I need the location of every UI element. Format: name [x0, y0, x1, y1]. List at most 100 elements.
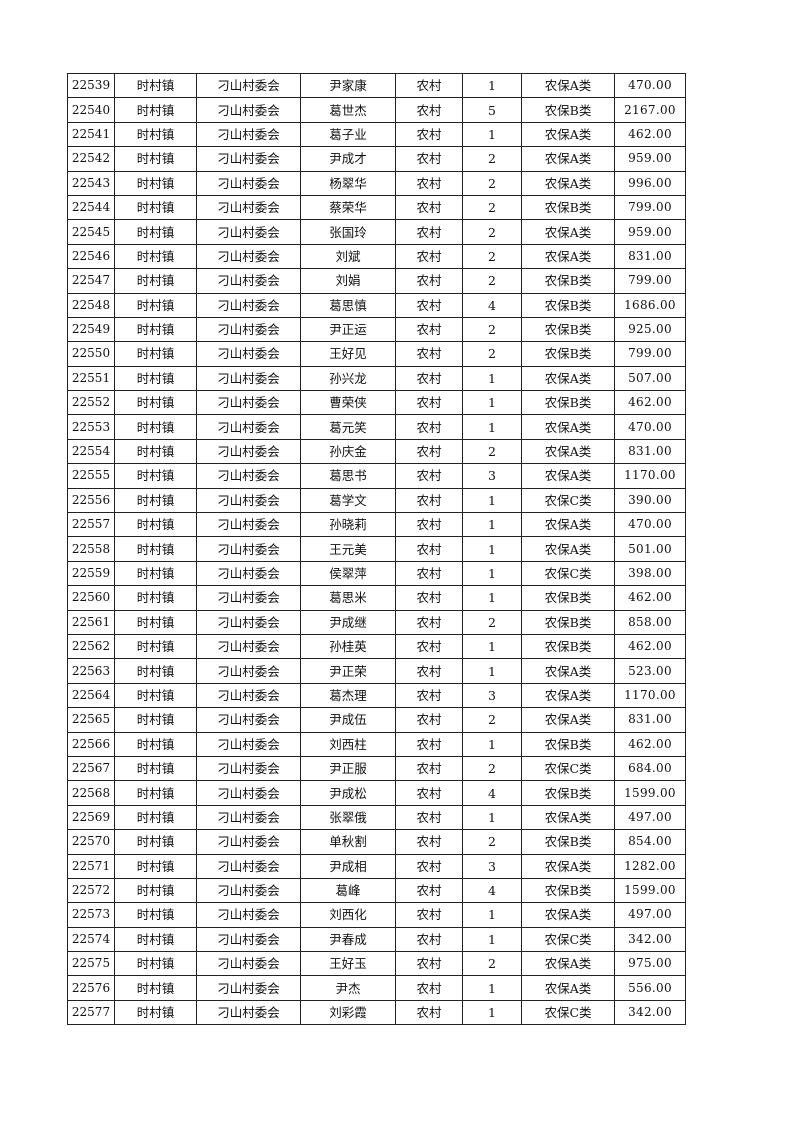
- town-cell: 时村镇: [114, 536, 197, 562]
- town-cell: 时村镇: [114, 560, 197, 587]
- town-cell: 时村镇: [114, 658, 197, 684]
- record-id-cell: 22569: [67, 804, 115, 831]
- person-name-cell: 刘西柱: [300, 731, 396, 757]
- village-committee-cell: 刁山村委会: [196, 438, 301, 465]
- household-count-cell: 1: [462, 975, 522, 1001]
- residence-type-cell: 农村: [395, 731, 463, 757]
- insurance-category-cell: 农保A类: [521, 146, 615, 172]
- residence-type-cell: 农村: [395, 438, 463, 465]
- amount-cell: 470.00: [614, 414, 686, 440]
- amount-cell: 342.00: [614, 926, 686, 953]
- insurance-category-cell: 农保C类: [521, 560, 615, 587]
- record-id-cell: 22574: [67, 926, 115, 953]
- residence-type-cell: 农村: [395, 121, 463, 148]
- village-committee-cell: 刁山村委会: [196, 512, 301, 538]
- village-committee-cell: 刁山村委会: [196, 999, 301, 1026]
- table-row: 22541 时村镇 刁山村委会 葛子业 农村 1 农保A类 462.00: [67, 121, 686, 148]
- table-row: 22575 时村镇 刁山村委会 王好玉 农村 2 农保A类 975.00: [67, 951, 686, 977]
- table-row: 22560 时村镇 刁山村委会 葛思米 农村 1 农保B类 462.00: [67, 585, 686, 611]
- residence-type-cell: 农村: [395, 97, 463, 123]
- residence-type-cell: 农村: [395, 390, 463, 416]
- record-id-cell: 22557: [67, 512, 115, 538]
- table-row: 22556 时村镇 刁山村委会 葛学文 农村 1 农保C类 390.00: [67, 487, 686, 514]
- person-name-cell: 尹成松: [300, 780, 396, 806]
- insurance-category-cell: 农保B类: [521, 390, 615, 416]
- table-row: 22543 时村镇 刁山村委会 杨翠华 农村 2 农保A类 996.00: [67, 170, 686, 196]
- village-committee-cell: 刁山村委会: [196, 682, 301, 709]
- table-row: 22552 时村镇 刁山村委会 曹荣侠 农村 1 农保B类 462.00: [67, 390, 686, 416]
- record-id-cell: 22553: [67, 414, 115, 440]
- household-count-cell: 1: [462, 365, 522, 392]
- household-count-cell: 3: [462, 463, 522, 489]
- village-committee-cell: 刁山村委会: [196, 316, 301, 343]
- village-committee-cell: 刁山村委会: [196, 902, 301, 928]
- table-row: 22546 时村镇 刁山村委会 刘斌 农村 2 农保A类 831.00: [67, 243, 686, 270]
- record-id-cell: 22565: [67, 707, 115, 733]
- amount-cell: 1282.00: [614, 853, 686, 879]
- record-id-cell: 22564: [67, 682, 115, 709]
- household-count-cell: 2: [462, 755, 522, 782]
- amount-cell: 831.00: [614, 243, 686, 270]
- household-count-cell: 4: [462, 877, 522, 904]
- amount-cell: 462.00: [614, 633, 686, 660]
- amount-cell: 462.00: [614, 121, 686, 148]
- insurance-category-cell: 农保B类: [521, 780, 615, 806]
- village-committee-cell: 刁山村委会: [196, 560, 301, 587]
- household-count-cell: 2: [462, 951, 522, 977]
- household-count-cell: 2: [462, 707, 522, 733]
- amount-cell: 1599.00: [614, 877, 686, 904]
- amount-cell: 462.00: [614, 585, 686, 611]
- town-cell: 时村镇: [114, 975, 197, 1001]
- town-cell: 时村镇: [114, 243, 197, 270]
- village-committee-cell: 刁山村委会: [196, 365, 301, 392]
- insurance-category-cell: 农保B类: [521, 268, 615, 294]
- household-count-cell: 1: [462, 414, 522, 440]
- town-cell: 时村镇: [114, 780, 197, 806]
- insurance-category-cell: 农保C类: [521, 926, 615, 953]
- household-count-cell: 1: [462, 121, 522, 148]
- table-row: 22571 时村镇 刁山村委会 尹成相 农村 3 农保A类 1282.00: [67, 853, 686, 879]
- residence-type-cell: 农村: [395, 487, 463, 514]
- table-row: 22563 时村镇 刁山村委会 尹正荣 农村 1 农保A类 523.00: [67, 658, 686, 684]
- residence-type-cell: 农村: [395, 633, 463, 660]
- residence-type-cell: 农村: [395, 414, 463, 440]
- town-cell: 时村镇: [114, 829, 197, 855]
- person-name-cell: 孙晓莉: [300, 512, 396, 538]
- household-count-cell: 4: [462, 780, 522, 806]
- village-committee-cell: 刁山村委会: [196, 146, 301, 172]
- household-count-cell: 2: [462, 194, 522, 221]
- town-cell: 时村镇: [114, 219, 197, 245]
- town-cell: 时村镇: [114, 585, 197, 611]
- person-name-cell: 葛学文: [300, 487, 396, 514]
- village-committee-cell: 刁山村委会: [196, 97, 301, 123]
- village-committee-cell: 刁山村委会: [196, 390, 301, 416]
- record-id-cell: 22568: [67, 780, 115, 806]
- insurance-category-cell: 农保A类: [521, 975, 615, 1001]
- table-row: 22548 时村镇 刁山村委会 葛思慎 农村 4 农保B类 1686.00: [67, 292, 686, 318]
- insurance-category-cell: 农保A类: [521, 463, 615, 489]
- amount-cell: 523.00: [614, 658, 686, 684]
- insurance-category-cell: 农保A类: [521, 902, 615, 928]
- village-committee-cell: 刁山村委会: [196, 804, 301, 831]
- town-cell: 时村镇: [114, 146, 197, 172]
- residence-type-cell: 农村: [395, 585, 463, 611]
- insurance-category-cell: 农保B类: [521, 877, 615, 904]
- residence-type-cell: 农村: [395, 512, 463, 538]
- table-row: 22557 时村镇 刁山村委会 孙晓莉 农村 1 农保A类 470.00: [67, 512, 686, 538]
- insurance-category-cell: 农保A类: [521, 512, 615, 538]
- village-committee-cell: 刁山村委会: [196, 585, 301, 611]
- residence-type-cell: 农村: [395, 804, 463, 831]
- household-count-cell: 1: [462, 512, 522, 538]
- table-row: 22554 时村镇 刁山村委会 孙庆金 农村 2 农保A类 831.00: [67, 438, 686, 465]
- village-committee-cell: 刁山村委会: [196, 609, 301, 635]
- person-name-cell: 张翠俄: [300, 804, 396, 831]
- town-cell: 时村镇: [114, 633, 197, 660]
- table-row: 22545 时村镇 刁山村委会 张国玲 农村 2 农保A类 959.00: [67, 219, 686, 245]
- insurance-category-cell: 农保A类: [521, 219, 615, 245]
- insurance-category-cell: 农保B类: [521, 585, 615, 611]
- record-id-cell: 22550: [67, 341, 115, 367]
- town-cell: 时村镇: [114, 438, 197, 465]
- household-count-cell: 1: [462, 902, 522, 928]
- amount-cell: 959.00: [614, 146, 686, 172]
- town-cell: 时村镇: [114, 609, 197, 635]
